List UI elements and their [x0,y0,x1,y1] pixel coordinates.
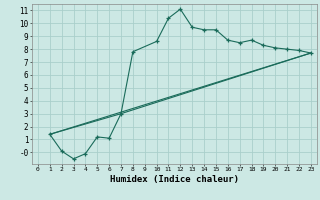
X-axis label: Humidex (Indice chaleur): Humidex (Indice chaleur) [110,175,239,184]
